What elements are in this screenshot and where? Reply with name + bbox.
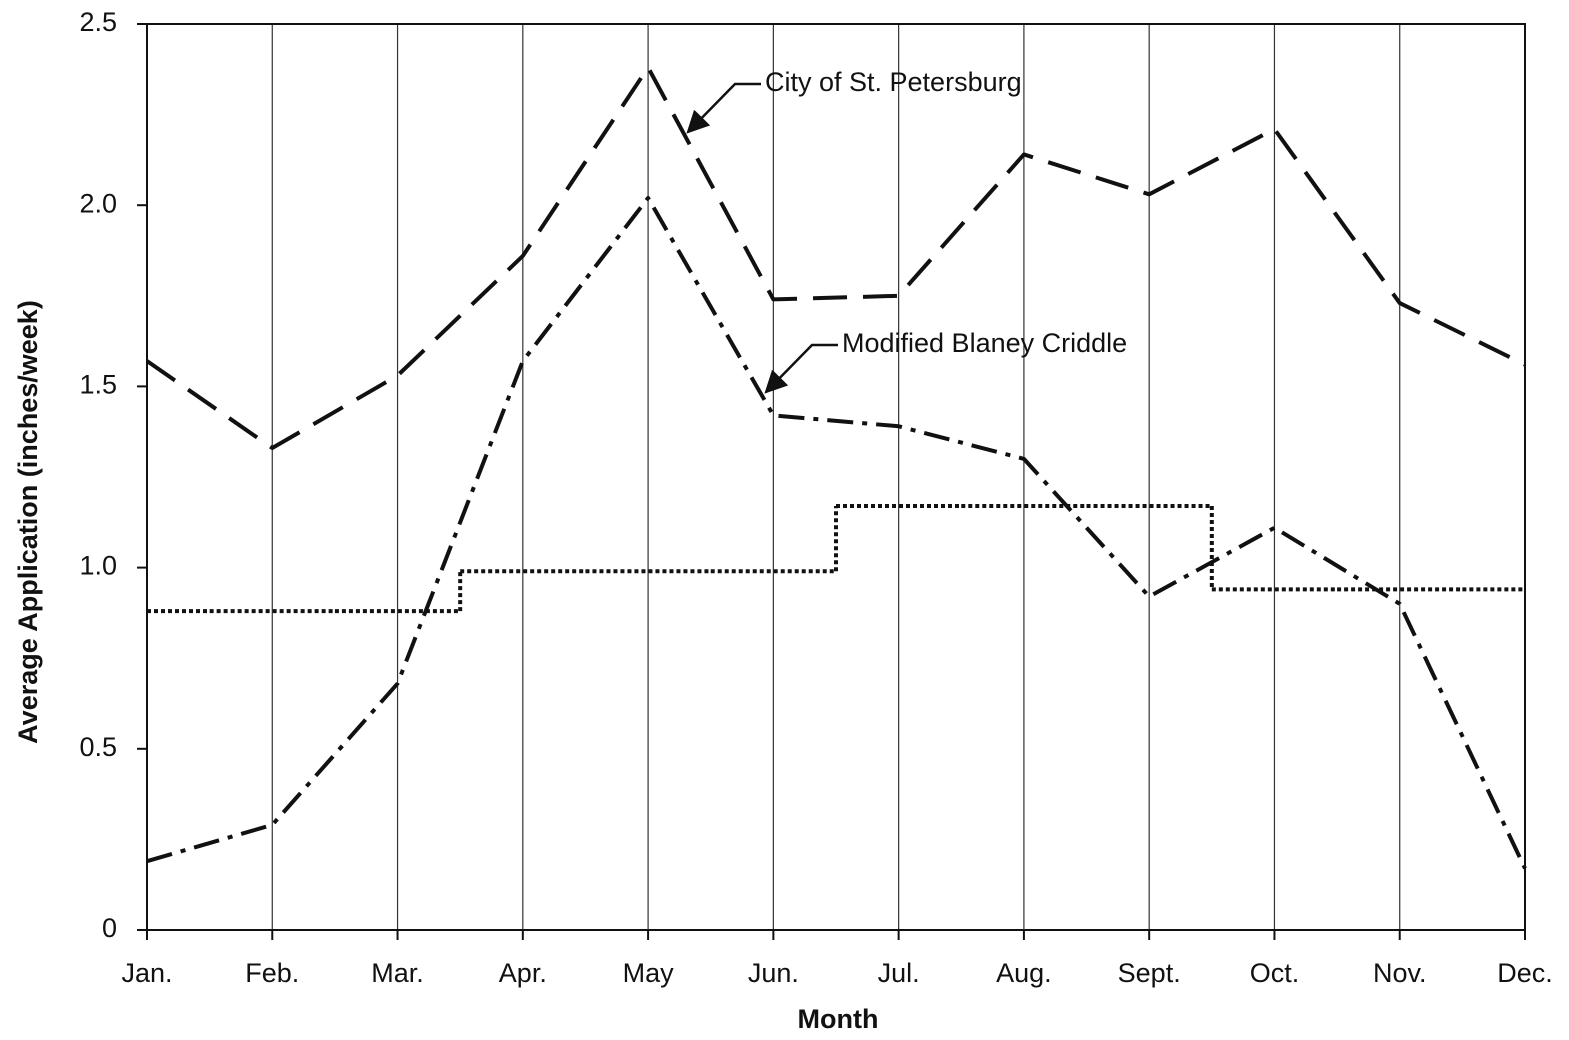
- annotation: Modified Blaney Criddle: [842, 328, 1127, 358]
- annotation-arrow: [764, 343, 838, 394]
- plot-frame: [146, 23, 1526, 931]
- x-tick-label: May: [623, 958, 675, 988]
- x-tick-label: Apr.: [499, 958, 547, 988]
- y-tick-label: 1.0: [79, 551, 117, 581]
- y-tick-label: 2.5: [79, 7, 117, 37]
- x-tick-label: Aug.: [996, 958, 1052, 988]
- series-line: [145, 65, 1526, 451]
- y-tick-label: 1.5: [79, 370, 117, 400]
- x-tick-label: Nov.: [1373, 958, 1427, 988]
- x-tick-label: Dec.: [1497, 958, 1553, 988]
- series-line: [146, 195, 1527, 870]
- y-tick-label: 0: [102, 913, 117, 943]
- y-tick-label: 0.5: [79, 732, 117, 762]
- annotation: City of St. Petersburg: [765, 67, 1022, 97]
- x-tick-label: Jan.: [121, 958, 172, 988]
- y-axis-label: Average Application (inches/week): [13, 300, 43, 744]
- x-tick-label: Jul.: [878, 958, 920, 988]
- x-axis-label: Month: [798, 1004, 879, 1034]
- x-tick-label: Sept.: [1118, 958, 1181, 988]
- x-tick-label: Feb.: [245, 958, 299, 988]
- x-tick-label: Jun.: [748, 958, 799, 988]
- annotation-arrow: [686, 82, 761, 134]
- x-tick-label: Mar.: [371, 958, 424, 988]
- y-tick-label: 2.0: [79, 188, 117, 218]
- x-tick-label: Oct.: [1250, 958, 1300, 988]
